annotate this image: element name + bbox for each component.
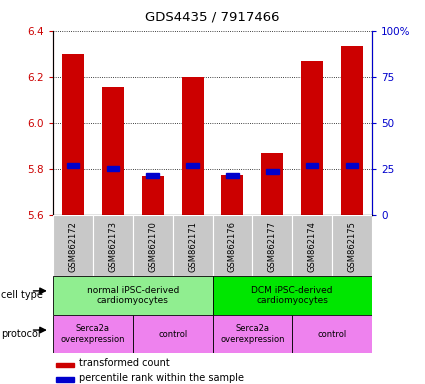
- Text: protocol: protocol: [1, 329, 40, 339]
- Text: GSM862170: GSM862170: [148, 222, 157, 272]
- Text: Serca2a
overexpression: Serca2a overexpression: [220, 324, 285, 344]
- Text: percentile rank within the sample: percentile rank within the sample: [79, 372, 244, 383]
- Bar: [221, 175, 244, 215]
- Bar: [212, 276, 372, 315]
- Bar: [133, 315, 212, 353]
- Bar: [53, 276, 212, 315]
- Text: GSM862177: GSM862177: [268, 222, 277, 273]
- Text: DCM iPSC-derived
cardiomyocytes: DCM iPSC-derived cardiomyocytes: [252, 286, 333, 305]
- Text: GSM862173: GSM862173: [108, 222, 117, 273]
- Bar: [181, 77, 204, 215]
- Bar: [133, 215, 173, 276]
- Bar: [53, 215, 93, 276]
- Bar: [67, 163, 79, 168]
- Bar: [212, 215, 252, 276]
- Bar: [292, 315, 372, 353]
- Text: GSM862174: GSM862174: [308, 222, 317, 272]
- Bar: [226, 173, 239, 178]
- Text: GSM862176: GSM862176: [228, 222, 237, 273]
- Bar: [102, 87, 124, 215]
- Text: GSM862175: GSM862175: [348, 222, 357, 272]
- Bar: [292, 215, 332, 276]
- Bar: [146, 173, 159, 178]
- Bar: [346, 163, 358, 168]
- Bar: [306, 163, 318, 168]
- Bar: [266, 169, 279, 174]
- Text: GSM862171: GSM862171: [188, 222, 197, 272]
- Text: cell type: cell type: [1, 290, 43, 300]
- Bar: [301, 61, 323, 215]
- Bar: [107, 166, 119, 170]
- Bar: [341, 46, 363, 215]
- Text: control: control: [317, 329, 347, 339]
- Text: Serca2a
overexpression: Serca2a overexpression: [61, 324, 125, 344]
- Bar: [142, 176, 164, 215]
- Bar: [53, 315, 133, 353]
- Text: normal iPSC-derived
cardiomyocytes: normal iPSC-derived cardiomyocytes: [87, 286, 179, 305]
- Text: GSM862172: GSM862172: [68, 222, 77, 272]
- Bar: [62, 54, 84, 215]
- Text: transformed count: transformed count: [79, 358, 170, 368]
- Bar: [212, 315, 292, 353]
- Bar: [173, 215, 212, 276]
- Text: control: control: [158, 329, 187, 339]
- Bar: [93, 215, 133, 276]
- Text: GDS4435 / 7917466: GDS4435 / 7917466: [145, 11, 280, 24]
- Bar: [252, 215, 292, 276]
- Bar: [261, 153, 283, 215]
- Bar: [56, 377, 74, 382]
- Bar: [186, 163, 199, 168]
- Bar: [56, 363, 74, 367]
- Bar: [332, 215, 372, 276]
